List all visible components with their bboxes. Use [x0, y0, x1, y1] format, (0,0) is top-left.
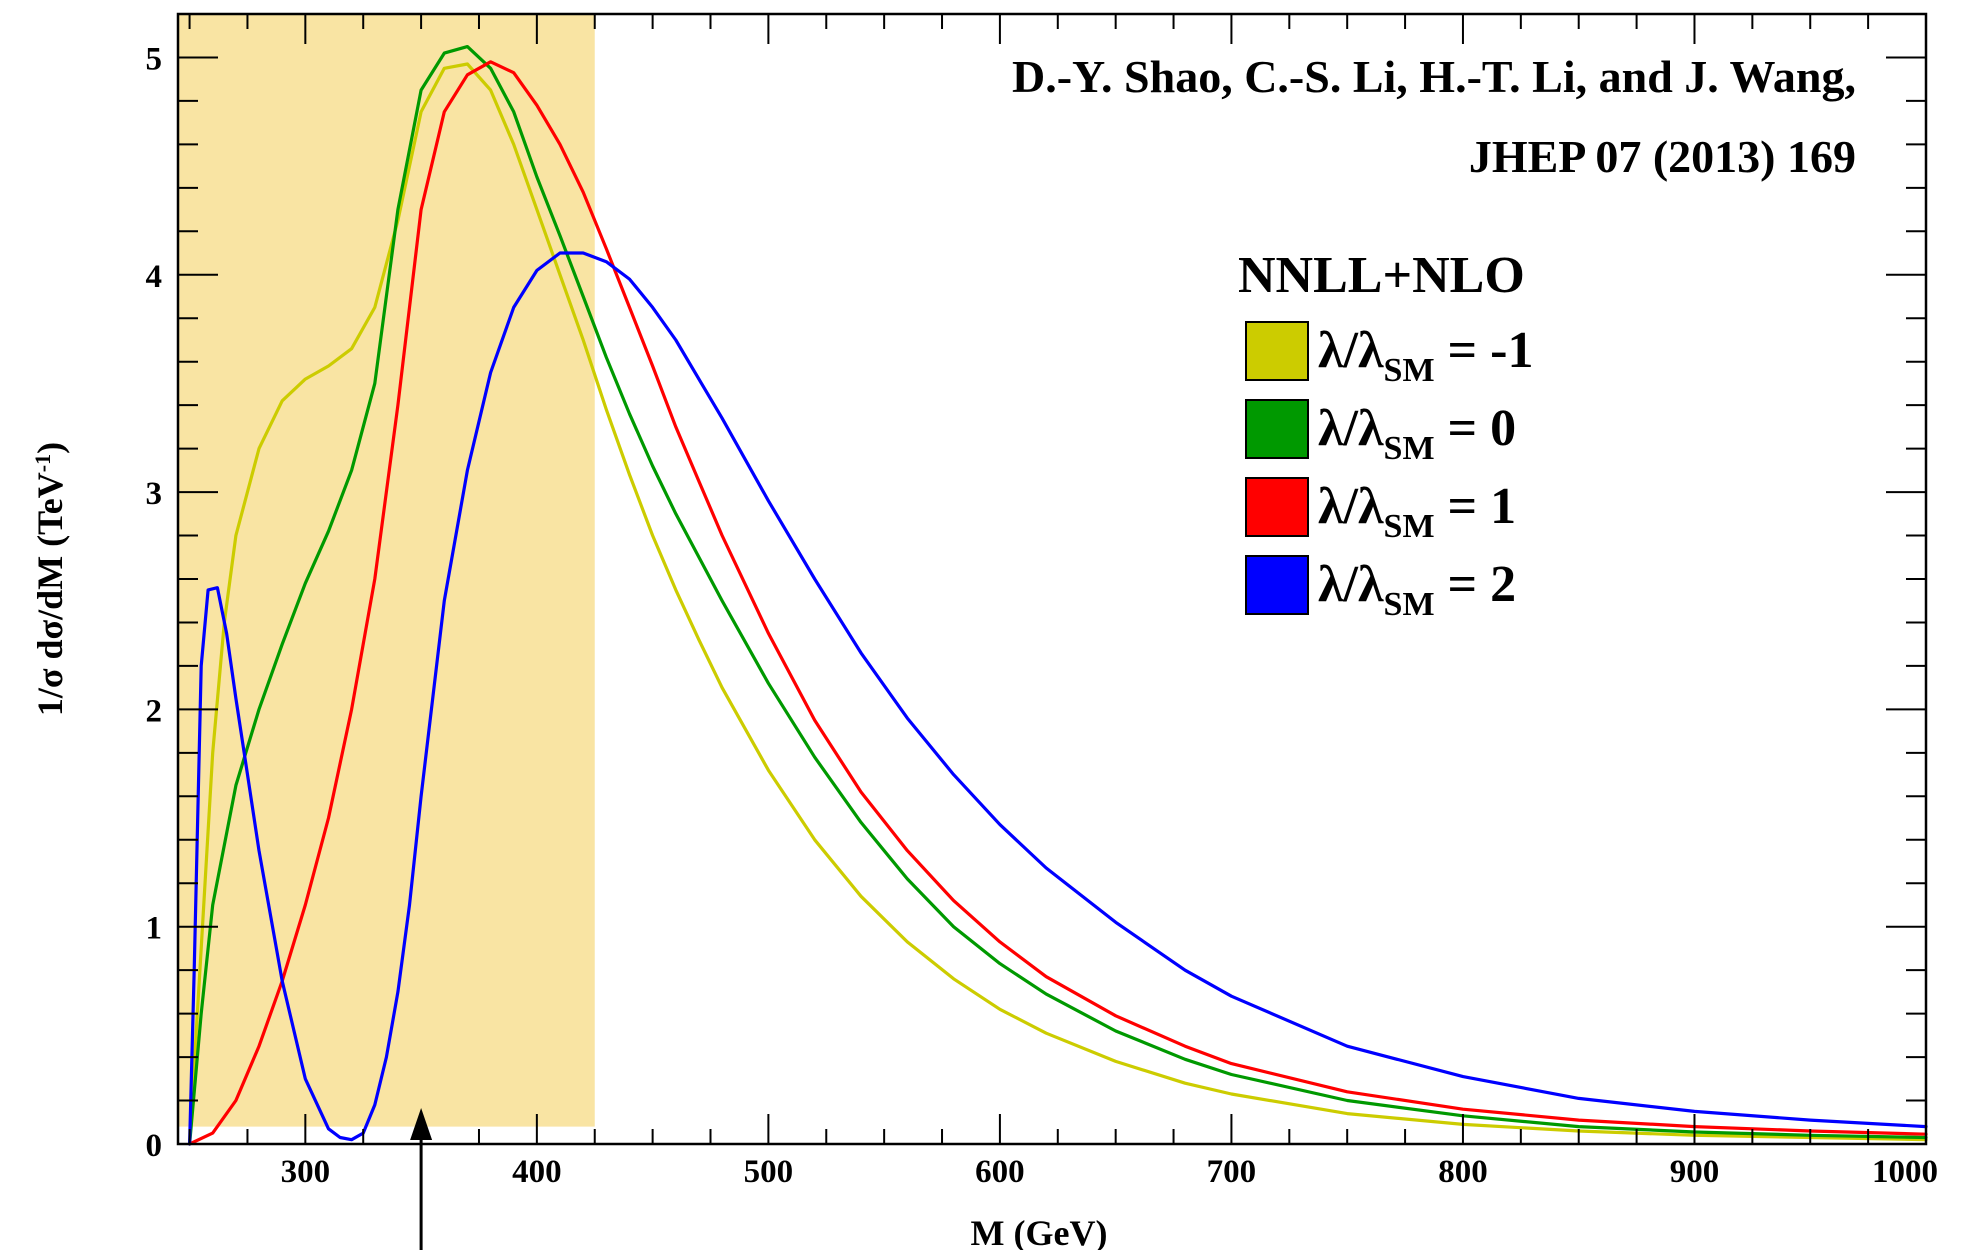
legend-swatch: [1245, 477, 1309, 537]
series-line-2: [188, 44, 1928, 1146]
legend-label-main: λ/λ: [1318, 478, 1384, 535]
x-tick-label: 1000: [1872, 1154, 1938, 1190]
legend-item-4: λ/λSM = 2: [1245, 555, 1516, 623]
legend-label: λ/λSM = 0: [1318, 400, 1516, 467]
legend-label-main: λ/λ: [1318, 400, 1384, 457]
tick-labels: 300 400 500 600 700 800 900 1000 0 1 2 3 4 5: [146, 41, 1939, 1190]
y-axis-title-end: ): [30, 442, 70, 454]
legend-label-tail: = 2: [1435, 556, 1517, 613]
legend-swatch: [1245, 399, 1309, 459]
legend-label-main: λ/λ: [1318, 322, 1384, 379]
legend-label-main: λ/λ: [1318, 556, 1384, 613]
legend-label: λ/λSM = 1: [1318, 478, 1516, 545]
y-tick-label: 3: [146, 476, 163, 512]
y-tick-label: 1: [146, 911, 163, 947]
x-tick-label: 400: [512, 1154, 562, 1190]
legend-label-tail: = -1: [1435, 322, 1534, 379]
x-tick-label: 300: [281, 1154, 331, 1190]
y-tick-label: 5: [146, 41, 163, 77]
y-axis-title-main: 1/σ dσ/dM (TeV: [30, 472, 70, 716]
citation-line-1: D.-Y. Shao, C.-S. Li, H.-T. Li, and J. W…: [1012, 51, 1856, 102]
legend-label: λ/λSM = 2: [1318, 556, 1516, 623]
shaded-region: [178, 14, 595, 1127]
citation-line-2: JHEP 07 (2013) 169: [1469, 131, 1856, 182]
legend-label-tail: = 0: [1435, 400, 1517, 457]
legend-item-2: λ/λSM = 0: [1245, 399, 1516, 467]
series-line-4: [188, 251, 1928, 1146]
legend-label-sub: SM: [1384, 508, 1435, 545]
legend-label: λ/λSM = -1: [1318, 322, 1534, 389]
series-line-3: [188, 60, 1928, 1146]
y-tick-label: 0: [146, 1128, 163, 1164]
x-tick-label: 900: [1670, 1154, 1720, 1190]
y-tick-label: 4: [146, 259, 163, 295]
x-tick-label: 800: [1438, 1154, 1488, 1190]
series-line-1: [188, 62, 1928, 1146]
y-tick-label: 2: [146, 693, 163, 729]
series-layer: [188, 44, 1928, 1146]
legend-label-sub: SM: [1384, 352, 1435, 389]
x-tick-label: 700: [1207, 1154, 1257, 1190]
x-axis-title: M (GeV): [971, 1213, 1108, 1250]
legend-title: NNLL+NLO: [1238, 247, 1525, 304]
y-axis-title-sup: -1: [30, 454, 55, 472]
legend-label-tail: = 1: [1435, 478, 1517, 535]
y-axis-title: 1/σ dσ/dM (TeV-1): [30, 442, 71, 716]
x-tick-label: 500: [744, 1154, 794, 1190]
legend-swatch: [1245, 321, 1309, 381]
x-tick-label: 600: [975, 1154, 1025, 1190]
legend-label-sub: SM: [1384, 430, 1435, 467]
legend-label-sub: SM: [1384, 586, 1435, 623]
arrow-marker: [410, 1108, 433, 1250]
legend: NNLL+NLO λ/λSM = -1λ/λSM = 0λ/λSM = 1λ/λ…: [1238, 247, 1534, 623]
legend-item-3: λ/λSM = 1: [1245, 477, 1516, 545]
legend-item-1: λ/λSM = -1: [1245, 321, 1534, 389]
legend-swatch: [1245, 555, 1309, 615]
axis-ticks: [178, 13, 1927, 1145]
